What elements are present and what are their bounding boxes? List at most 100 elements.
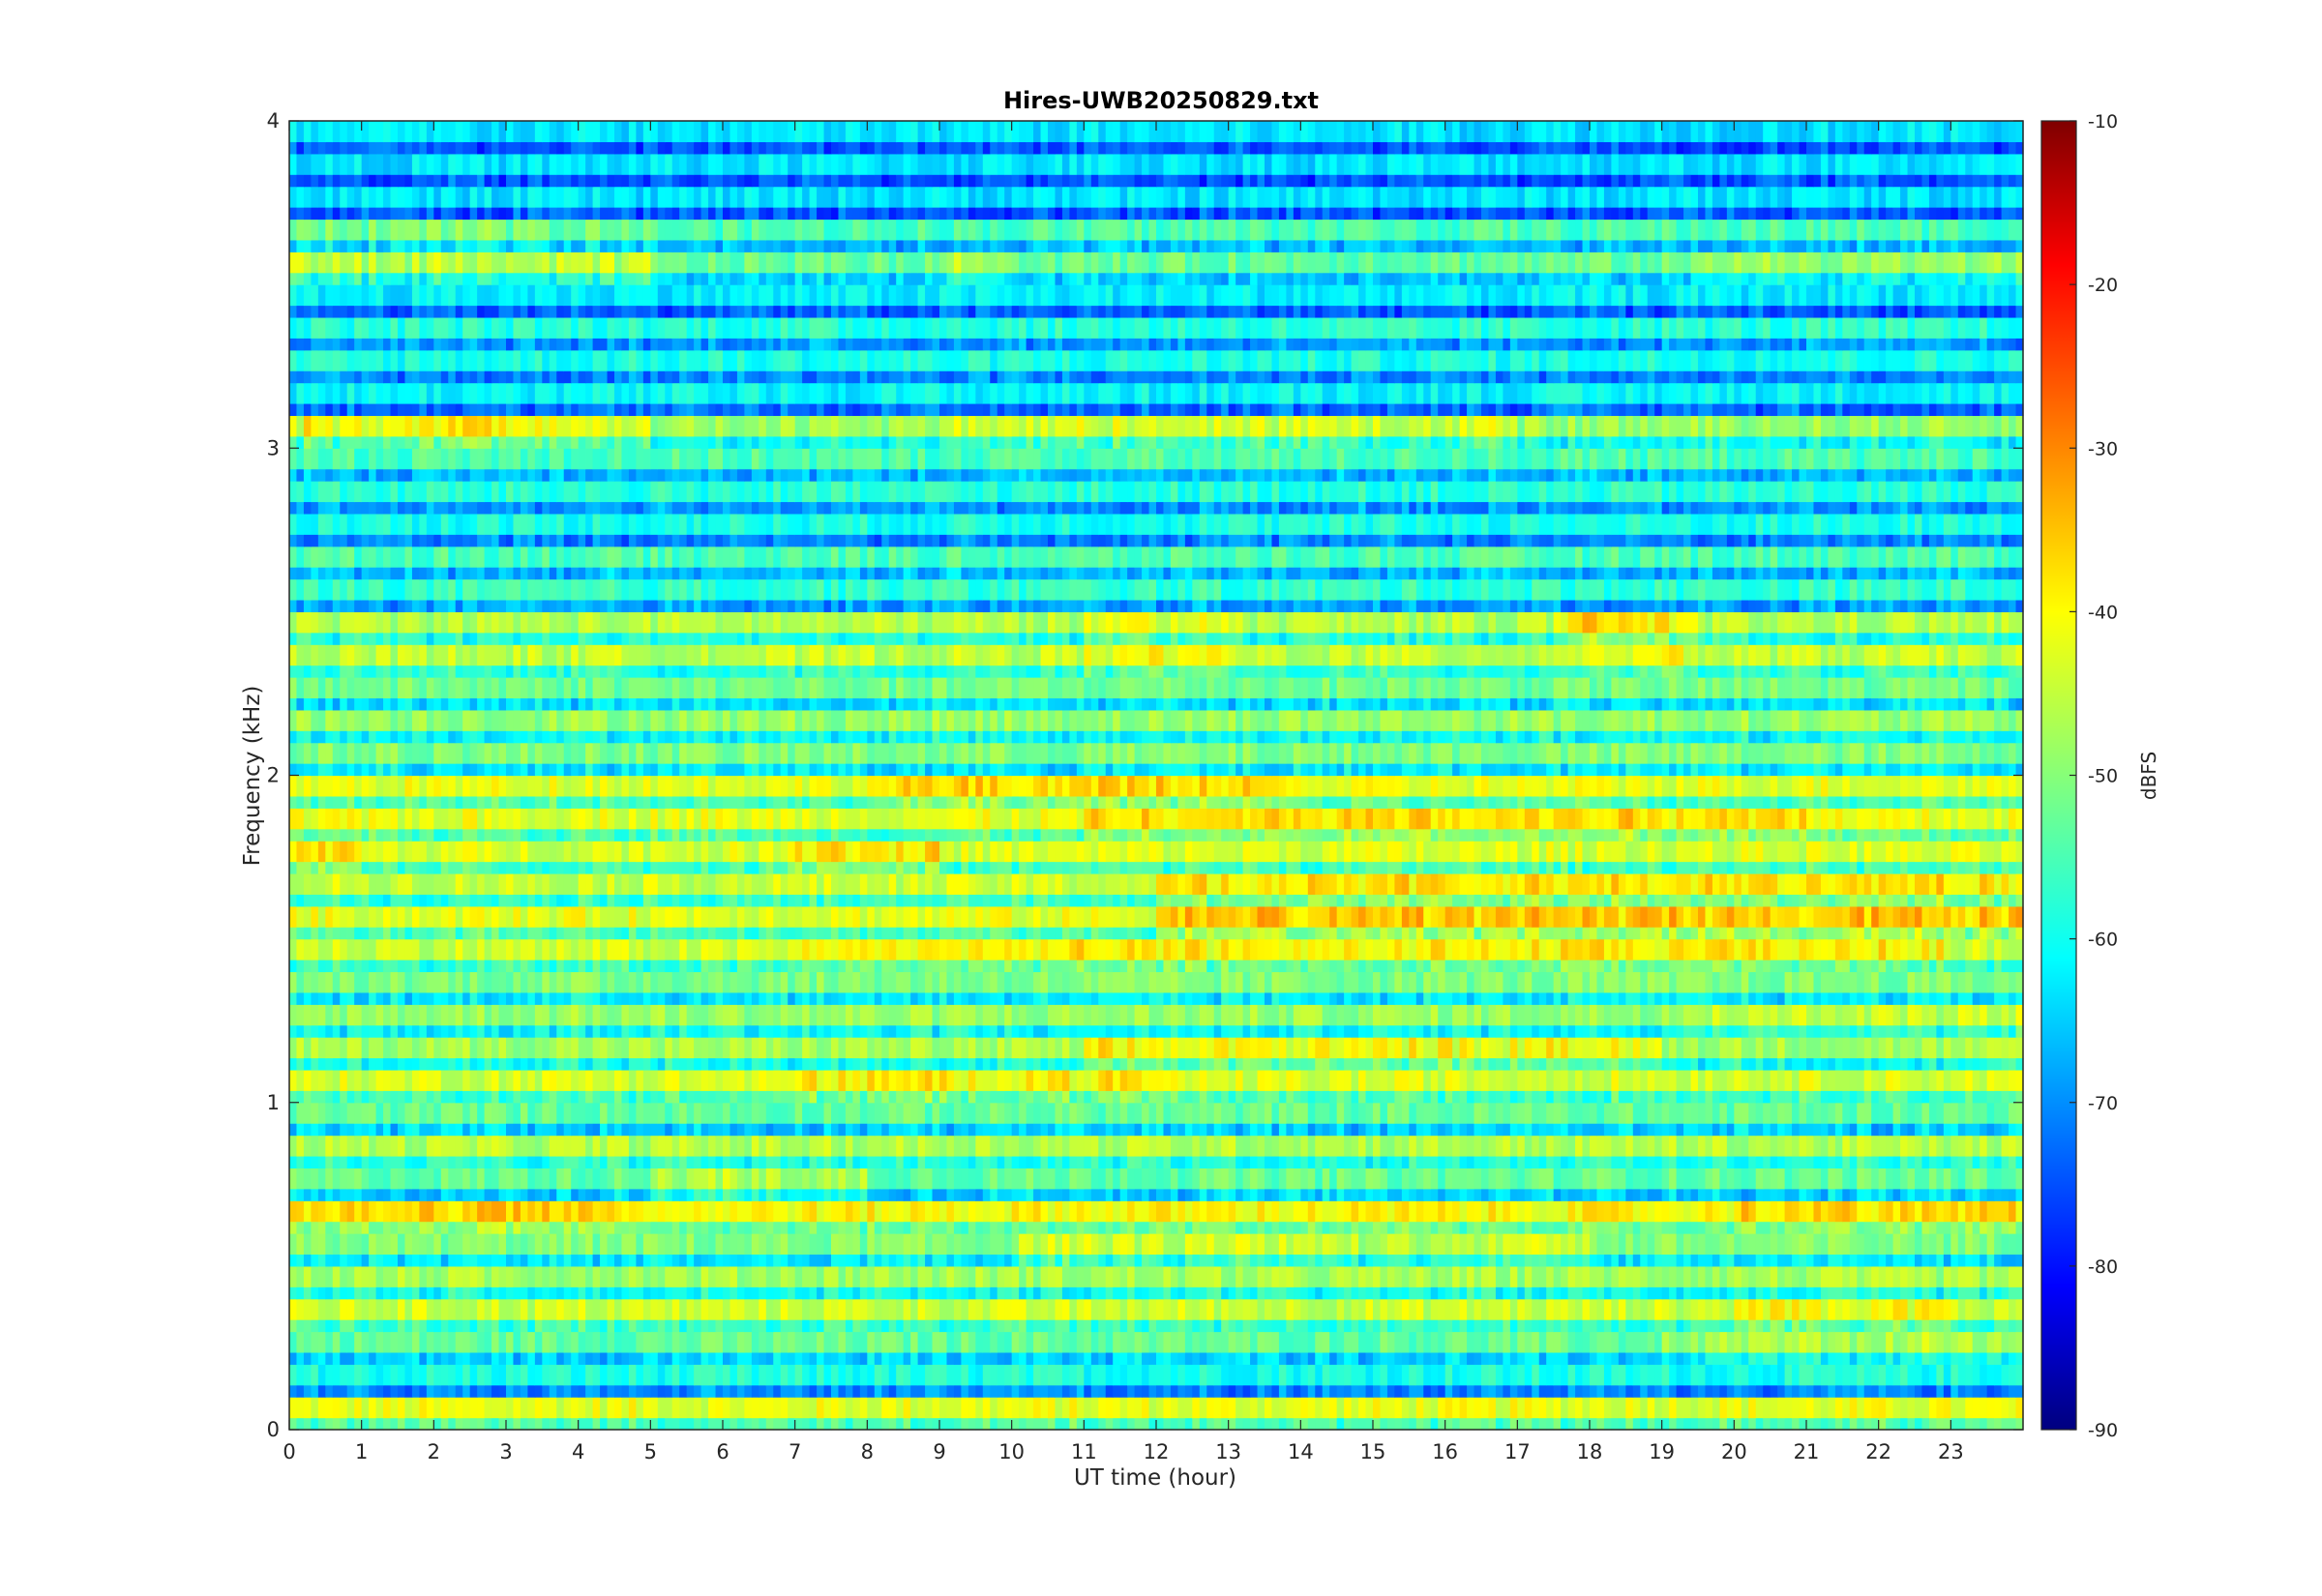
heatmap-cell xyxy=(1495,1385,1503,1398)
heatmap-cell xyxy=(1878,1418,1887,1431)
heatmap-cell xyxy=(794,1286,803,1300)
heatmap-cell xyxy=(491,1123,500,1137)
heatmap-cell xyxy=(1401,1418,1410,1431)
heatmap-cell xyxy=(932,1286,940,1300)
heatmap-cell xyxy=(600,1385,609,1398)
heatmap-cell xyxy=(809,1255,818,1267)
heatmap-cell xyxy=(1084,1265,1092,1288)
heatmap-cell xyxy=(563,1319,572,1333)
heatmap-cell xyxy=(2001,1286,2009,1300)
heatmap-cell xyxy=(671,1123,680,1137)
heatmap-cell xyxy=(1503,1286,1511,1300)
heatmap-cell xyxy=(1575,1200,1584,1223)
heatmap-cell xyxy=(1503,1167,1511,1190)
heatmap-cell xyxy=(419,1331,428,1354)
heatmap-cell xyxy=(650,1233,659,1256)
heatmap-cell xyxy=(1842,1222,1851,1234)
heatmap-cell xyxy=(1286,1331,1295,1354)
heatmap-cell xyxy=(736,1090,745,1104)
heatmap-cell xyxy=(686,1286,695,1300)
heatmap-cell xyxy=(1849,1167,1858,1190)
heatmap-cell xyxy=(1055,1102,1063,1125)
heatmap-cell xyxy=(469,1364,478,1386)
heatmap-cell xyxy=(1561,1319,1569,1333)
heatmap-cell xyxy=(1098,1233,1107,1256)
heatmap-cell xyxy=(1061,1397,1070,1419)
heatmap-cell xyxy=(1206,1255,1215,1267)
heatmap-cell xyxy=(462,1222,471,1234)
heatmap-cell xyxy=(657,1364,666,1386)
heatmap-cell xyxy=(1503,1200,1511,1223)
heatmap-cell xyxy=(1676,1298,1684,1321)
heatmap-cell xyxy=(1069,1331,1078,1354)
heatmap-cell xyxy=(1994,1123,2003,1137)
heatmap-cell xyxy=(1184,1298,1193,1321)
heatmap-cell xyxy=(1792,1319,1801,1333)
heatmap-cell xyxy=(1250,1319,1259,1333)
heatmap-cell xyxy=(462,1255,471,1267)
heatmap-cell xyxy=(1170,1200,1178,1223)
heatmap-cell xyxy=(1741,1102,1749,1125)
heatmap-cell xyxy=(1119,1352,1128,1365)
heatmap-cell xyxy=(852,1069,861,1092)
heatmap-cell xyxy=(1517,1265,1526,1288)
heatmap-cell xyxy=(1192,1286,1201,1300)
heatmap-cell xyxy=(1625,1255,1634,1267)
heatmap-cell xyxy=(686,1385,695,1398)
heatmap-cell xyxy=(1792,1123,1801,1137)
heatmap-cell xyxy=(484,1200,492,1223)
heatmap-cell xyxy=(845,1090,853,1104)
heatmap-cell xyxy=(794,1189,803,1201)
heatmap-cell xyxy=(1026,1265,1034,1288)
heatmap-cell xyxy=(1271,1156,1280,1168)
heatmap-cell xyxy=(817,1167,825,1190)
heatmap-cell xyxy=(1134,1286,1143,1300)
heatmap-cell xyxy=(759,1233,767,1256)
heatmap-cell xyxy=(1618,1385,1626,1398)
heatmap-cell xyxy=(1986,1156,1995,1168)
heatmap-cell xyxy=(932,1364,940,1386)
heatmap-cell xyxy=(1575,1418,1584,1431)
heatmap-cell xyxy=(694,1255,702,1267)
heatmap-cell xyxy=(1040,1255,1049,1267)
heatmap-cell xyxy=(325,1286,334,1300)
heatmap-cell xyxy=(671,1069,680,1092)
heatmap-cell xyxy=(621,1200,630,1223)
heatmap-cell xyxy=(932,1090,940,1104)
heatmap-cell xyxy=(1799,1233,1807,1256)
heatmap-cell xyxy=(1763,1418,1771,1431)
heatmap-cell xyxy=(542,1364,551,1386)
heatmap-cell xyxy=(1307,1135,1316,1158)
heatmap-cell xyxy=(867,1167,876,1190)
heatmap-cell xyxy=(925,1286,934,1300)
heatmap-cell xyxy=(1199,1167,1207,1190)
heatmap-cell xyxy=(1777,1397,1786,1419)
heatmap-cell xyxy=(773,1385,782,1398)
heatmap-cell xyxy=(491,1265,500,1288)
heatmap-cell xyxy=(1567,1200,1576,1223)
heatmap-cell xyxy=(1625,1331,1634,1354)
heatmap-cell xyxy=(411,1123,420,1137)
heatmap-cell xyxy=(1386,1286,1395,1300)
heatmap-cell xyxy=(332,1397,341,1419)
heatmap-cell xyxy=(1857,1123,1865,1137)
heatmap-cell xyxy=(506,1265,515,1288)
heatmap-cell xyxy=(346,1286,355,1300)
heatmap-cell xyxy=(1654,1102,1663,1125)
heatmap-cell xyxy=(1004,1319,1013,1333)
heatmap-cell xyxy=(1705,1385,1713,1398)
heatmap-cell xyxy=(1336,1156,1345,1168)
heatmap-cell xyxy=(1142,1331,1150,1354)
heatmap-cell xyxy=(1011,1167,1020,1190)
heatmap-cell xyxy=(1965,1397,1974,1419)
heatmap-cell xyxy=(1488,1286,1497,1300)
heatmap-cell xyxy=(1683,1102,1692,1125)
heatmap-cell xyxy=(1878,1319,1887,1333)
heatmap-cell xyxy=(1647,1364,1655,1386)
heatmap-cell xyxy=(650,1156,659,1168)
heatmap-cell xyxy=(1170,1397,1178,1419)
heatmap-cell xyxy=(1019,1167,1027,1190)
heatmap-cell xyxy=(1142,1385,1150,1398)
heatmap-cell xyxy=(888,1233,897,1256)
heatmap-cell xyxy=(1430,1418,1439,1431)
